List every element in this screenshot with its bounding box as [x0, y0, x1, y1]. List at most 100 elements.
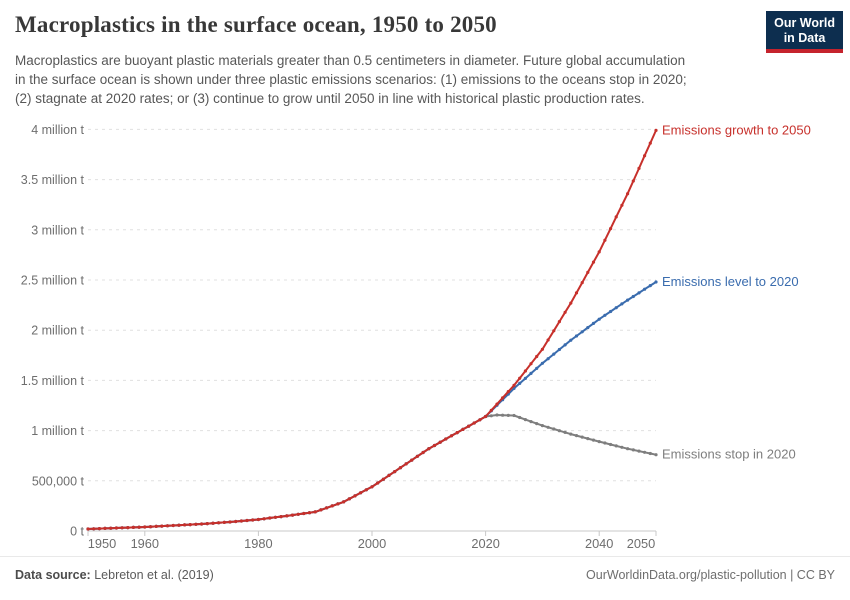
series-marker — [154, 524, 158, 529]
series-marker — [472, 421, 476, 425]
series-marker — [569, 301, 573, 305]
series-marker — [637, 291, 641, 295]
series-emissions-stop-in-2020[interactable]: Emissions stop in 2020 — [86, 413, 796, 531]
series-marker — [603, 441, 607, 445]
chart-footer: Data source: Lebreton et al. (2019) OurW… — [0, 556, 850, 582]
series-marker — [489, 414, 493, 418]
series-marker — [222, 520, 226, 525]
series-marker — [325, 506, 329, 510]
series-marker — [114, 526, 118, 530]
series-marker — [506, 390, 510, 394]
series-marker — [518, 381, 522, 385]
y-tick-label: 2.5 million t — [21, 274, 85, 288]
series-label-emissions-growth-to-2050[interactable]: Emissions growth to 2050 — [662, 122, 811, 137]
series-marker — [387, 473, 391, 477]
series-marker — [563, 310, 567, 314]
series-marker — [92, 527, 96, 531]
series-marker — [546, 338, 550, 342]
y-tick-label: 0 t — [70, 525, 84, 539]
x-tick-label: 2000 — [358, 536, 386, 551]
series-marker — [262, 517, 266, 521]
series-marker — [444, 437, 448, 441]
series-marker — [126, 526, 130, 530]
series-marker — [529, 420, 533, 424]
series-label-emissions-level-to-2020[interactable]: Emissions level to 2020 — [662, 274, 799, 289]
series-marker — [586, 326, 590, 330]
series-marker — [535, 354, 539, 359]
series-marker — [580, 330, 584, 334]
series-marker — [637, 449, 641, 453]
series-marker — [626, 447, 630, 451]
series-marker — [512, 413, 516, 418]
series-marker — [279, 515, 283, 519]
series-marker — [501, 413, 505, 417]
series-marker — [268, 516, 272, 520]
series-marker — [455, 431, 459, 435]
series-marker — [626, 298, 630, 302]
series-marker — [597, 440, 601, 444]
subtitle-line: Macroplastics are buoyant plastic materi… — [15, 53, 686, 68]
series-marker — [495, 413, 499, 417]
series-marker — [586, 270, 590, 274]
x-tick-label: 1960 — [131, 536, 159, 551]
series-marker — [239, 519, 243, 523]
series-marker — [313, 510, 317, 514]
series-marker — [137, 525, 141, 529]
series-marker — [495, 402, 499, 406]
series-marker — [381, 477, 385, 481]
series-marker — [342, 500, 346, 504]
series-marker — [620, 302, 624, 306]
series-marker — [410, 458, 414, 462]
series-label-emissions-stop-in-2020[interactable]: Emissions stop in 2020 — [662, 447, 796, 462]
series-marker — [188, 523, 192, 527]
y-tick-label: 500,000 t — [32, 474, 85, 488]
series-marker — [228, 520, 232, 524]
y-tick-label: 3.5 million t — [21, 173, 85, 187]
series-marker — [501, 396, 505, 400]
series-marker — [376, 481, 380, 485]
series-marker — [603, 238, 607, 242]
series-marker — [574, 291, 579, 295]
series-marker — [648, 284, 652, 288]
series-marker — [569, 432, 573, 436]
series-line-emissions-level-to-2020[interactable] — [87, 281, 657, 530]
subtitle-line: in the surface ocean is shown under thre… — [15, 72, 687, 87]
series-marker — [245, 518, 249, 523]
series-marker — [86, 527, 90, 531]
series-marker — [523, 369, 528, 373]
series-marker — [467, 424, 471, 428]
series-marker — [393, 470, 397, 474]
series-marker — [512, 383, 516, 387]
series-marker — [643, 450, 647, 454]
series-emissions-growth-to-2050[interactable]: Emissions growth to 2050 — [86, 122, 811, 531]
series-marker — [211, 521, 215, 525]
series-marker — [535, 366, 539, 370]
y-tick-label: 4 million t — [31, 123, 84, 137]
series-marker — [285, 514, 289, 518]
series-marker — [148, 525, 153, 529]
series-marker — [626, 192, 630, 196]
owid-logo[interactable]: Our World in Data — [766, 11, 843, 53]
series-marker — [563, 430, 567, 434]
series-marker — [194, 522, 198, 526]
credit-link[interactable]: OurWorldinData.org/plastic-pollution | C… — [586, 568, 835, 582]
series-marker — [529, 371, 533, 375]
series-marker — [103, 526, 107, 531]
data-source: Data source: Lebreton et al. (2019) — [15, 568, 214, 582]
series-line-emissions-stop-in-2020[interactable] — [87, 414, 657, 530]
series-marker — [478, 418, 482, 422]
owid-logo-line2: in Data — [783, 30, 826, 45]
series-marker — [484, 414, 488, 419]
series-marker — [552, 352, 556, 356]
series-marker — [427, 447, 431, 451]
series-marker — [438, 440, 442, 444]
subtitle-line: (2) stagnate at 2020 rates; or (3) conti… — [15, 91, 645, 106]
series-marker — [217, 521, 221, 525]
series-emissions-level-to-2020[interactable]: Emissions level to 2020 — [86, 274, 799, 531]
series-marker — [353, 494, 357, 498]
series-marker — [296, 512, 300, 516]
series-marker — [359, 491, 363, 495]
series-marker — [177, 523, 181, 527]
series-marker — [603, 313, 607, 317]
